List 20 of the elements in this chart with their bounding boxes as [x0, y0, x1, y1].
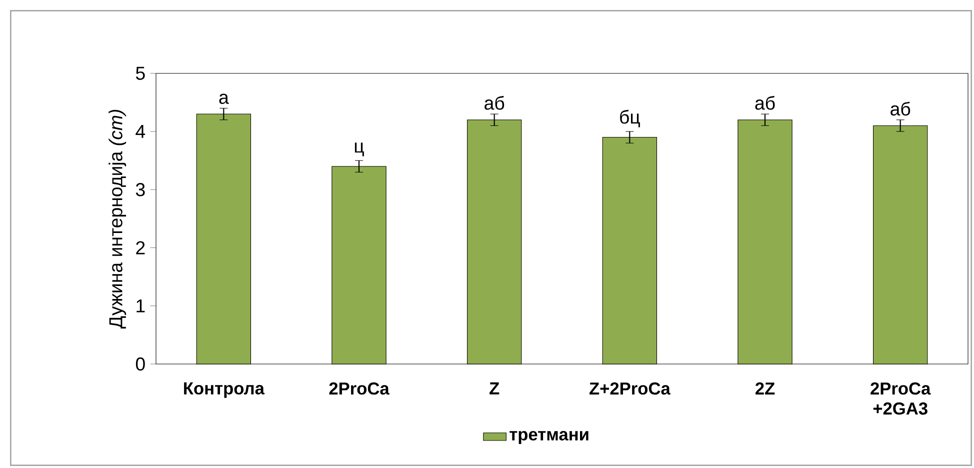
y-tick-label: 5 [136, 66, 145, 80]
y-tick-label: 0 [136, 357, 145, 371]
annotation: а [219, 94, 229, 104]
y-tick-label: 3 [136, 182, 145, 196]
annotation: аб [890, 102, 910, 116]
annotation: аб [484, 96, 504, 110]
y-tick-label: 2 [136, 241, 145, 254]
y-axis-title: Дужина интернодија (cm) [108, 110, 126, 328]
annotation: аб [755, 96, 775, 110]
x-tick-label: 2ProCa +2GA3 [870, 382, 931, 415]
y-tick-label: 1 [136, 299, 145, 312]
x-tick-label: 2ProCa [329, 382, 390, 395]
x-tick-label: Контрола [184, 382, 265, 398]
x-tick-label: 2Z [756, 382, 775, 395]
x-tick-label: Z [490, 382, 500, 394]
annotation: ц [354, 142, 364, 156]
y-tick-label: 4 [136, 125, 146, 138]
annotation: бц [620, 110, 640, 128]
legend-label: третмани [510, 430, 588, 444]
x-tick-label: Z+2ProCa [589, 382, 670, 395]
